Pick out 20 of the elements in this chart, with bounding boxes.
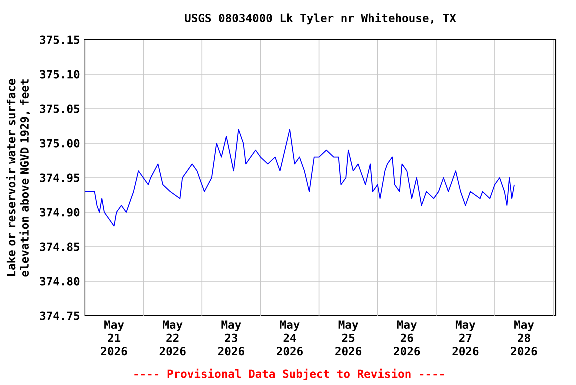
text: ---- Provisional Data Subject to Revision ---- (134, 368, 444, 380)
x-tick-label: May 23 2026 (218, 320, 244, 356)
y-tick-label: 375.10 (40, 70, 80, 79)
x-tick-label: May 27 2026 (452, 320, 479, 356)
x-tick-label: May 21 2026 (101, 320, 128, 356)
chart-title: USGS 08034000 Lk Tyler nr Whitehouse, TX (185, 13, 456, 25)
x-tick-label: May 25 2026 (336, 320, 362, 356)
x-tick-label: May 28 2026 (511, 320, 538, 356)
y-tick-label: 374.85 (40, 242, 80, 252)
x-tick-label: May 24 2026 (277, 320, 303, 356)
y-tick-label: 375.05 (40, 104, 80, 114)
x-tick-label: May 26 2026 (394, 320, 420, 356)
x-tick-label: May 22 2026 (160, 320, 186, 356)
y-tick-label: 375.15 (40, 36, 80, 44)
y-axis-title: Lake or reservoir water surface elevation above NGVD 1929, feet (6, 79, 30, 277)
y-tick-label: 375.00 (40, 139, 80, 148)
y-tick-label: 374.90 (40, 208, 80, 217)
y-tick-label: 374.80 (40, 277, 80, 286)
y-tick-label: 374.75 (40, 312, 80, 320)
y-tick-label: 374.95 (40, 174, 80, 182)
